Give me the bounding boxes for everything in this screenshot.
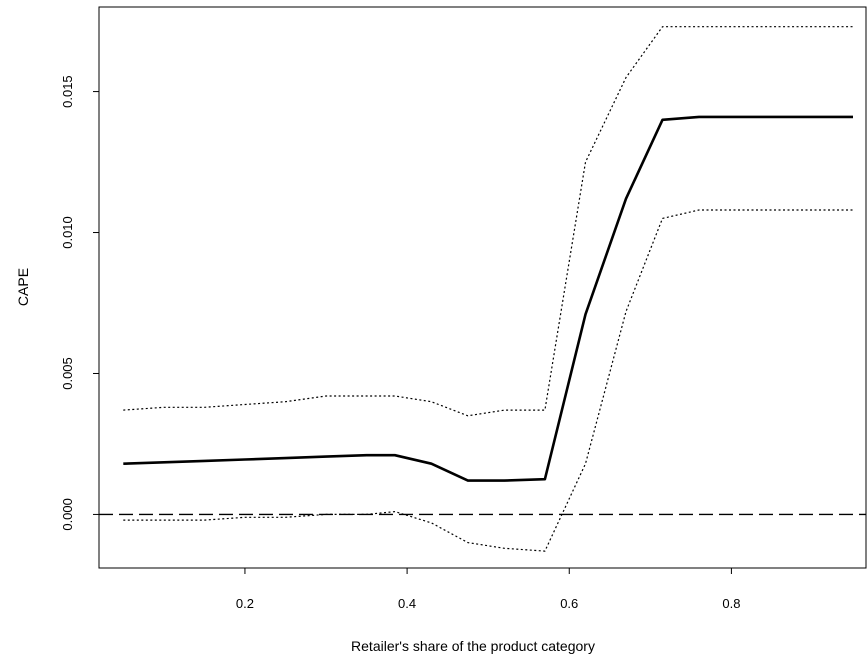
y-tick-label: 0.015 — [60, 75, 75, 108]
y-tick-label: 0.005 — [60, 357, 75, 390]
plot-frame — [98, 6, 867, 569]
confidence-band-line-2 — [123, 209, 853, 552]
x-tick-label: 0.4 — [398, 596, 416, 611]
x-tick-label: 0.6 — [560, 596, 578, 611]
x-tick-label: 0.2 — [236, 596, 254, 611]
confidence-band-line-1 — [123, 26, 853, 417]
cape-estimate-line — [123, 115, 853, 482]
y-tick-label: 0.000 — [60, 498, 75, 531]
x-tick-label: 0.8 — [722, 596, 740, 611]
y-tick-label: 0.010 — [60, 216, 75, 249]
x-axis-title: Retailer's share of the product category — [351, 638, 595, 654]
axes-layer: 0.2 0.4 0.6 0.8 0.000 0.005 0.010 0.015 — [60, 75, 740, 611]
y-axis-title: CAPE — [15, 268, 31, 306]
plot-layer — [99, 26, 866, 552]
